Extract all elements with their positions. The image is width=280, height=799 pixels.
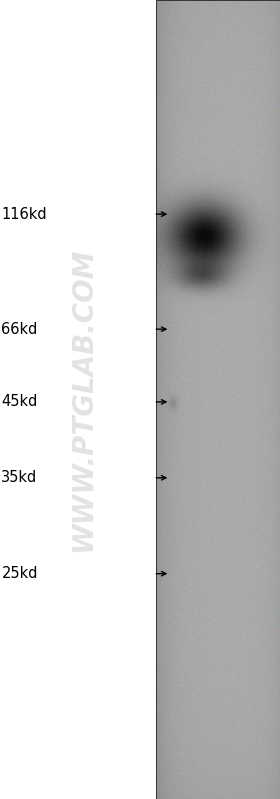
Text: 25kd: 25kd (1, 566, 38, 581)
Text: 116kd: 116kd (1, 207, 47, 221)
Text: 45kd: 45kd (1, 395, 38, 409)
Bar (156, 0, 280, 799)
Text: 66kd: 66kd (1, 322, 38, 336)
Text: WWW.PTGLAB.COM: WWW.PTGLAB.COM (69, 248, 97, 551)
Text: 35kd: 35kd (1, 471, 38, 485)
